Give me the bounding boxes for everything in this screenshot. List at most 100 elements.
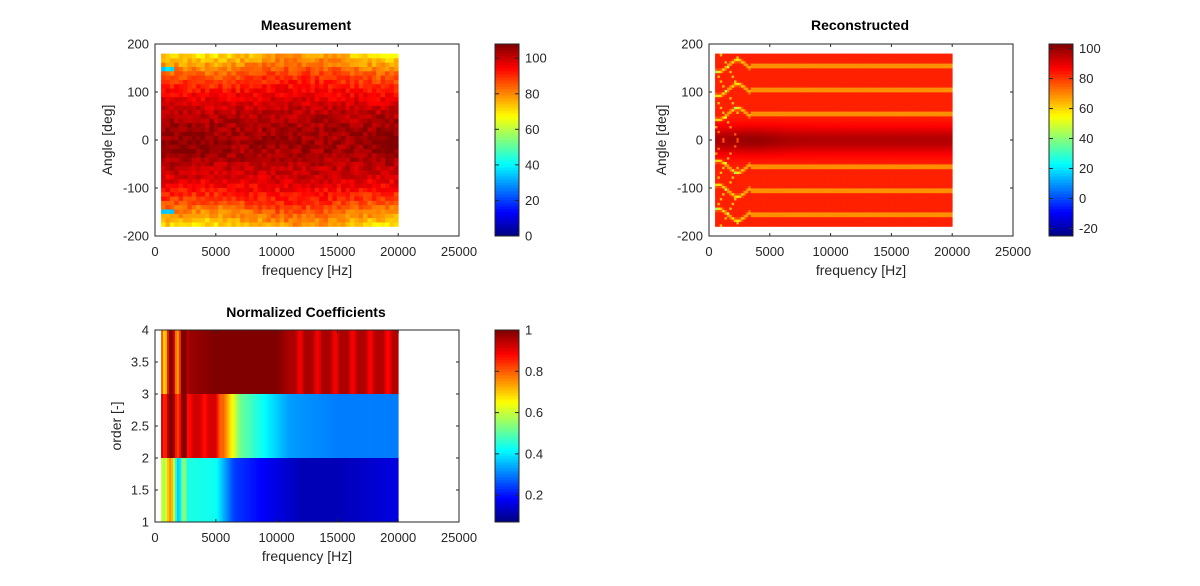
heatmap-cell xyxy=(284,209,289,214)
heatmap-cell xyxy=(788,185,792,189)
heatmap-cell xyxy=(748,188,752,191)
heatmap-cell xyxy=(793,164,797,167)
heatmap-cell xyxy=(753,152,756,155)
heatmap-cell xyxy=(745,111,749,114)
heatmap-cell xyxy=(724,106,728,110)
heatmap-cell xyxy=(745,89,749,93)
heatmap-cell xyxy=(790,135,794,138)
heatmap-cell xyxy=(800,108,804,112)
heatmap-cell xyxy=(715,65,718,69)
heatmap-cell xyxy=(779,149,782,153)
heatmap-cell xyxy=(270,161,276,167)
heatmap-cell xyxy=(367,96,373,102)
heatmap-cell xyxy=(729,212,733,215)
heatmap-cell xyxy=(788,224,792,227)
heatmap-cell xyxy=(734,58,737,62)
heatmap-cell xyxy=(183,114,188,119)
heatmap-cell xyxy=(769,180,773,184)
heatmap-cell xyxy=(731,188,735,191)
heatmap-cell xyxy=(218,66,223,72)
heatmap-cell xyxy=(222,101,228,106)
heatmap-cell xyxy=(769,192,773,196)
heatmap-cell xyxy=(367,144,373,150)
heatmap-cell xyxy=(719,116,723,119)
heatmap-cell xyxy=(314,152,320,158)
colorbar-segment xyxy=(495,95,519,99)
heatmap-cell xyxy=(743,161,747,165)
heatmap-cell xyxy=(748,60,752,64)
heatmap-cell xyxy=(385,131,390,137)
heatmap-cell xyxy=(762,89,766,93)
heatmap-cell xyxy=(734,77,737,81)
heatmap-cell xyxy=(769,70,773,74)
heatmap-cell xyxy=(717,84,721,88)
heatmap-cell xyxy=(332,213,338,219)
heatmap-cell xyxy=(253,57,259,63)
heatmap-cell xyxy=(736,94,740,98)
heatmap-cell xyxy=(767,128,771,131)
heatmap-cell xyxy=(788,125,792,129)
heatmap-cell xyxy=(760,82,763,86)
heatmap-cell xyxy=(795,123,799,126)
heatmap-cell xyxy=(738,120,742,124)
heatmap-cell xyxy=(253,170,259,175)
heatmap-cell xyxy=(183,88,188,93)
heatmap-cell xyxy=(750,166,754,170)
y-tick-label: 0 xyxy=(142,133,149,148)
heatmap-cell xyxy=(762,180,766,184)
heatmap-cell xyxy=(788,70,792,74)
heatmap-cell xyxy=(790,154,794,158)
heatmap-cell xyxy=(297,187,302,193)
heatmap-cell xyxy=(218,187,223,193)
heatmap-cell xyxy=(196,174,201,180)
heatmap-cell xyxy=(305,79,311,85)
heatmap-cell xyxy=(332,83,338,89)
heatmap-cell xyxy=(336,204,342,210)
heatmap-cell xyxy=(783,171,787,174)
heatmap-cell xyxy=(284,79,289,85)
heatmap-cell xyxy=(371,127,377,132)
heatmap-cell xyxy=(779,216,782,220)
heatmap-cell xyxy=(738,108,742,112)
heatmap-cell xyxy=(248,79,254,85)
heatmap-cell xyxy=(323,83,329,89)
heatmap-cell xyxy=(750,116,754,119)
heatmap-cell xyxy=(363,79,368,85)
heatmap-cell xyxy=(385,75,390,80)
heatmap-cell xyxy=(169,209,175,214)
heatmap-cell xyxy=(332,101,338,106)
heatmap-cell xyxy=(376,96,382,102)
heatmap-cell xyxy=(270,213,276,219)
heatmap-cell xyxy=(726,224,730,227)
heatmap-cell xyxy=(757,140,761,143)
heatmap-cell xyxy=(748,77,752,81)
heatmap-cell xyxy=(187,118,193,124)
heatmap-cell xyxy=(717,224,721,227)
heatmap-cell xyxy=(187,79,193,85)
heatmap-cell xyxy=(367,157,373,162)
heatmap-cell xyxy=(363,213,368,219)
heatmap-cell xyxy=(753,159,756,162)
heatmap-cell xyxy=(279,187,285,193)
heatmap-cell xyxy=(800,87,804,90)
heatmap-cell xyxy=(275,213,281,219)
heatmap-cell xyxy=(779,56,782,59)
heatmap-cell xyxy=(266,191,272,197)
heatmap-cell xyxy=(191,191,197,197)
heatmap-cell xyxy=(800,70,804,74)
heatmap-cell xyxy=(719,188,723,191)
heatmap-cell xyxy=(240,114,245,119)
heatmap-cell xyxy=(731,87,735,90)
heatmap-cell xyxy=(736,144,740,148)
heatmap-cell xyxy=(367,92,373,98)
heatmap-cell xyxy=(262,174,267,180)
heatmap-cell xyxy=(196,127,201,132)
heatmap-cell xyxy=(736,152,740,155)
heatmap-cell xyxy=(305,62,311,67)
heatmap-cell xyxy=(743,192,747,196)
heatmap-cell xyxy=(729,197,733,201)
heatmap-cell xyxy=(235,174,241,180)
heatmap-cell xyxy=(760,142,763,146)
heatmap-cell xyxy=(178,213,184,219)
heatmap-cell xyxy=(200,148,206,154)
